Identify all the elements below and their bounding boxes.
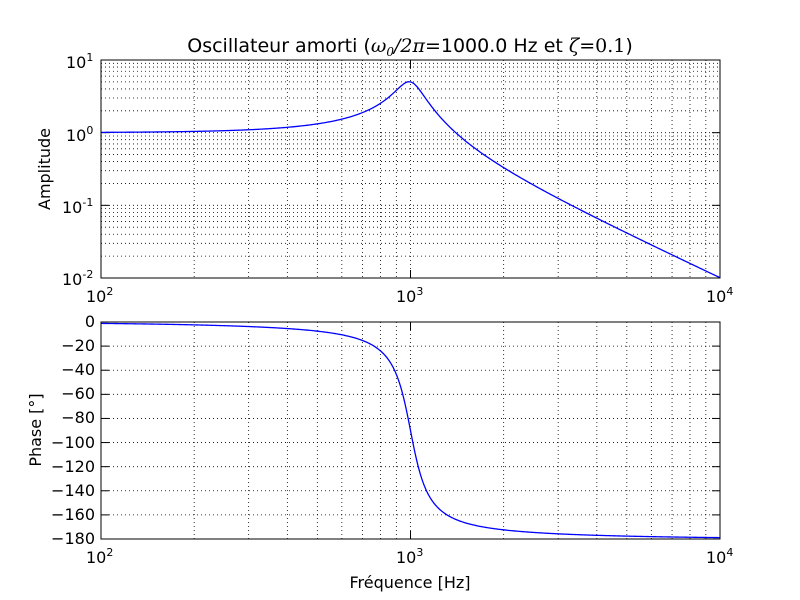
phase-xtick-label-100: 102 [86,546,113,567]
amplitude-axes-frame [100,59,721,279]
phase-series-line [100,322,721,539]
amplitude-subplot: 101 100 10-1 10-2 102 103 104 Amplitude [35,51,733,306]
amplitude-grid [100,60,721,279]
phase-xtick-label-1000: 103 [396,546,423,567]
phase-xtick-label-10000: 104 [706,546,733,567]
amp-xtick-label-100: 102 [86,285,113,306]
phase-ytick-label-m80: −80 [61,408,95,427]
amp-ytick-label-m2: 10-2 [62,268,93,289]
amp-xtick-label-1000: 103 [396,285,423,306]
phase-ytick-label-m180: −180 [51,529,95,548]
phase-ytick-label-m140: −140 [51,481,95,500]
phase-subplot: 0 −20 −40 −60 −80 −100 −120 −140 −160 −1… [26,312,733,592]
amplitude-y-axis-label: Amplitude [35,128,54,210]
amp-ytick-label-m1: 10-1 [62,196,93,217]
amp-xtick-label-10000: 104 [706,285,733,306]
phase-ytick-label-m60: −60 [61,384,95,403]
chart-title: Oscillateur amorti (ω0/2π=1000.0 Hz et ζ… [187,35,633,59]
amplitude-x-tick-labels: 102 103 104 [86,285,733,306]
amp-ytick-label-1: 101 [66,51,93,72]
phase-grid [100,321,721,540]
phase-ytick-label-m100: −100 [51,433,95,452]
phase-ytick-label-m20: −20 [61,336,95,355]
x-axis-label: Fréquence [Hz] [349,573,470,592]
phase-y-tick-labels: 0 −20 −40 −60 −80 −100 −120 −140 −160 −1… [51,312,95,548]
phase-x-tick-labels: 102 103 104 [86,546,733,567]
phase-ytick-label-0: 0 [85,312,95,331]
phase-axes-frame [100,321,721,540]
phase-y-axis-label: Phase [°] [26,393,45,466]
amplitude-y-tick-labels: 101 100 10-1 10-2 [62,51,93,289]
amp-ytick-label-0: 100 [66,124,93,145]
phase-ytick-label-m40: −40 [61,360,95,379]
amplitude-series-line [100,81,721,279]
phase-ytick-label-m120: −120 [51,457,95,476]
phase-ytick-label-m160: −160 [51,505,95,524]
